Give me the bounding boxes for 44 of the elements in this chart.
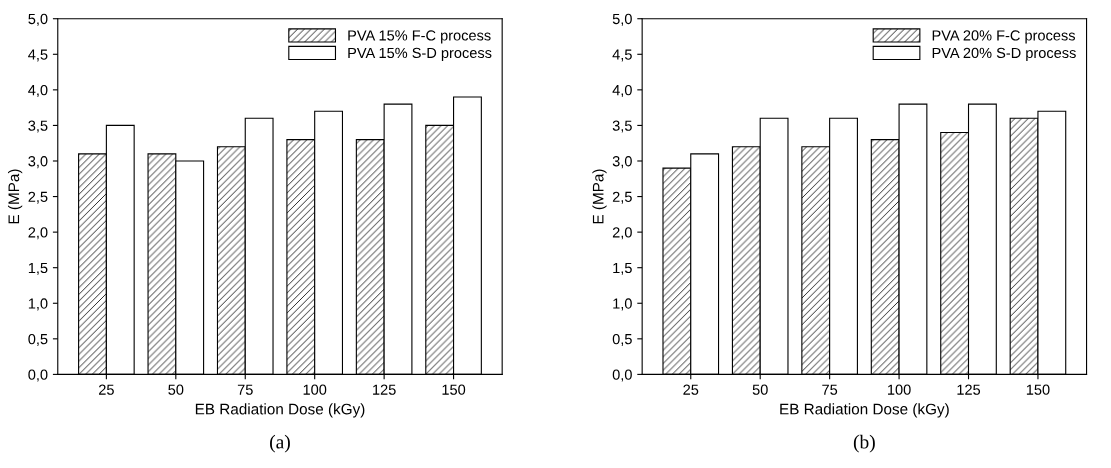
y-tick-label: 5,0 [28, 13, 48, 26]
y-tick-label: 5,0 [612, 13, 632, 26]
y-tick-label: 1,0 [613, 298, 632, 311]
y-tick-label: 4,0 [612, 84, 632, 98]
y-axis-title: E (MPa) [7, 169, 23, 224]
x-tick-label: 25 [99, 384, 114, 395]
legend-label: PVA 20% F-C process [932, 30, 1076, 44]
y-tick-label: 0,0 [28, 369, 48, 382]
y-tick-label: 2,5 [612, 191, 632, 204]
y-tick-label: 3,0 [612, 156, 632, 169]
y-tick-label: 4,5 [28, 49, 48, 62]
x-tick-label: 125 [957, 384, 981, 395]
y-axis-title: E (MPa) [592, 169, 607, 224]
x-tick-label: 100 [888, 384, 911, 395]
x-tick-label: 150 [442, 384, 466, 395]
text: (a) [270, 434, 290, 453]
y-tick-label: 4,0 [28, 84, 48, 98]
y-tick-label: 3,5 [28, 120, 48, 133]
y-tick-label: 4,5 [612, 49, 632, 62]
x-tick-label: 100 [303, 384, 327, 395]
y-tick-label: 1,0 [28, 298, 48, 311]
y-tick-label: 3,5 [612, 120, 632, 133]
x-tick-label: 25 [683, 384, 699, 395]
y-tick-label: 0,0 [612, 369, 632, 382]
y-tick-label: 1,5 [613, 262, 632, 275]
legend-label: PVA 20% S-D process [932, 47, 1076, 61]
y-tick-label: 0,5 [612, 333, 632, 346]
y-tick-label: 3,0 [28, 156, 48, 169]
x-axis-title: EB Radiation Dose (kGy) [195, 403, 365, 418]
y-tick-label: 2,0 [612, 227, 632, 240]
text: (b) [853, 434, 875, 453]
legend-label: PVA 15% S-D process [348, 47, 492, 61]
y-tick-label: 2,0 [28, 227, 48, 240]
x-tick-label: 75 [237, 384, 253, 395]
legend-label: PVA 15% F-C process [348, 30, 491, 44]
y-tick-label: 2,5 [28, 191, 48, 204]
y-tick-label: 1,5 [28, 262, 48, 275]
x-tick-label: 50 [752, 384, 768, 395]
x-axis-title: EB Radiation Dose (kGy) [780, 403, 949, 418]
x-tick-label: 50 [168, 384, 184, 395]
y-tick-label: 0,5 [28, 333, 48, 346]
x-tick-label: 125 [373, 384, 396, 395]
x-tick-label: 150 [1026, 384, 1050, 395]
x-tick-label: 75 [822, 384, 838, 395]
